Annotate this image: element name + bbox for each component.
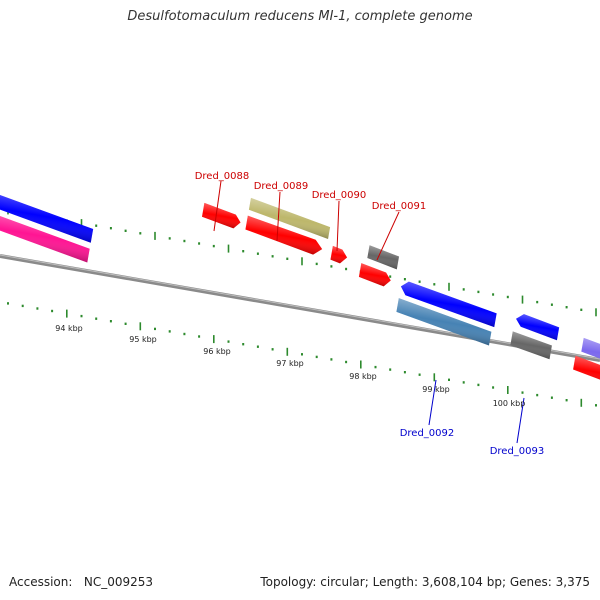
genes-label: Genes: bbox=[509, 575, 552, 589]
gene-label-dred-0093[interactable]: Dred_0093 bbox=[490, 446, 545, 457]
gene-dred-0093-shade bbox=[510, 331, 552, 360]
gene-dred-0093-blue-shade bbox=[516, 314, 560, 341]
gene-dred-0091-gray-shade bbox=[367, 245, 400, 270]
gene-dred-0091-shade bbox=[358, 263, 391, 287]
scale-label-98kbp: 98 kbp bbox=[349, 372, 377, 381]
gene-pink-left-shade bbox=[0, 205, 90, 263]
genes-value: 3,375 bbox=[555, 575, 590, 589]
scale-label-96kbp: 96 kbp bbox=[203, 347, 231, 356]
callout-line-dred-0089 bbox=[276, 191, 281, 242]
callout-line-dred-0088 bbox=[213, 180, 222, 232]
gene-label-dred-0090[interactable]: Dred_0090 bbox=[312, 190, 367, 201]
length-value: 3,608,104 bp bbox=[421, 575, 502, 589]
gene-label-dred-0091[interactable]: Dred_0091 bbox=[372, 201, 427, 212]
gene-dred-0088-shade bbox=[201, 202, 241, 229]
gene-label-dred-0088[interactable]: Dred_0088 bbox=[195, 171, 250, 182]
length-label: Length: bbox=[372, 575, 419, 589]
gene-blue-left-shade bbox=[0, 185, 94, 243]
gene-dred-0092-steel-shade bbox=[396, 298, 492, 346]
scale-label-94kbp: 94 kbp bbox=[55, 324, 83, 333]
gene-dred-0089-olive-shade bbox=[248, 197, 331, 239]
genome-backbone bbox=[0, 254, 600, 362]
accession-info: Accession: NC_009253 bbox=[9, 575, 153, 589]
gene-red-right-shade bbox=[573, 355, 600, 391]
gene-label-dred-0089[interactable]: Dred_0089 bbox=[254, 181, 309, 192]
genome-summary: Topology: circular; Length: 3,608,104 bp… bbox=[260, 575, 590, 589]
genome-backbone-highlight bbox=[0, 254, 600, 360]
callout-lines bbox=[213, 180, 525, 444]
gene-shading-overlay bbox=[0, 185, 600, 391]
accession-value: NC_009253 bbox=[83, 575, 154, 589]
gene-purple-right-shade bbox=[581, 337, 600, 371]
topology-label: Topology: bbox=[260, 575, 317, 589]
gene-dred-0090-shade bbox=[330, 245, 348, 264]
scale-label-97kbp: 97 kbp bbox=[276, 359, 304, 368]
callout-line-dred-0090 bbox=[336, 200, 340, 252]
scale-label-95kbp: 95 kbp bbox=[129, 335, 157, 344]
gene-dred-0089-shade bbox=[245, 215, 323, 255]
scale-label-99kbp: 99 kbp bbox=[422, 385, 450, 394]
callout-line-dred-0091 bbox=[376, 211, 400, 261]
gene-dred-0092-shade bbox=[400, 281, 497, 328]
scale-label-100kbp: 100 kbp bbox=[493, 399, 526, 408]
topology-value: circular bbox=[320, 575, 365, 589]
callout-line-dred-0093 bbox=[516, 397, 525, 444]
map-title: Desulfotomaculum reducens MI-1, complete… bbox=[127, 9, 473, 24]
accession-label: Accession: bbox=[9, 575, 73, 589]
callout-line-dred-0092 bbox=[428, 379, 437, 426]
inner-tick-row bbox=[7, 302, 597, 407]
gene-label-dred-0092[interactable]: Dred_0092 bbox=[400, 428, 455, 439]
